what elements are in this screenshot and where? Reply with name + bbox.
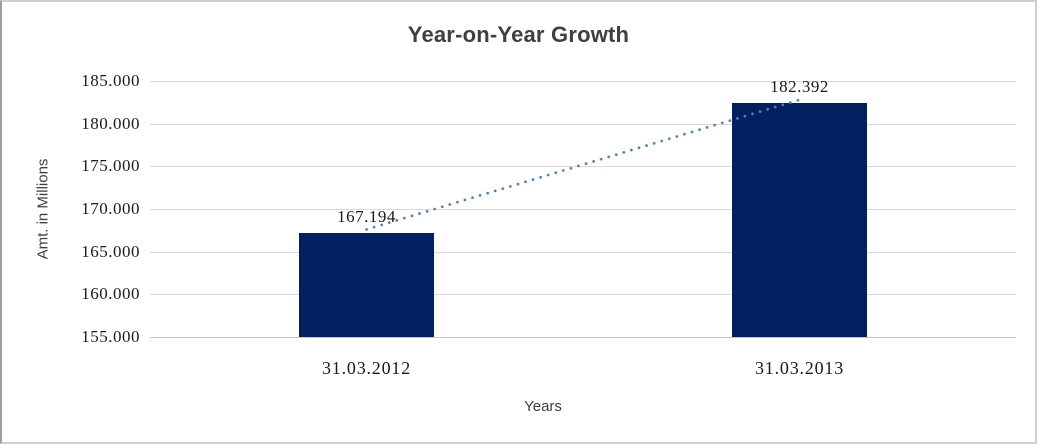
- x-axis-line: [150, 337, 1016, 338]
- plot-area: [150, 81, 1016, 338]
- gridline: [150, 209, 1016, 210]
- y-tick-label: 170.000: [81, 199, 140, 218]
- y-tick-label: 155.000: [81, 327, 140, 346]
- x-category-label: 31.03.2012: [322, 358, 411, 378]
- gridline: [150, 123, 1016, 125]
- x-category-label: 31.03.2013: [755, 358, 844, 378]
- bar-data-label: 182.392: [770, 77, 829, 97]
- y-tick-label: 165.000: [81, 241, 140, 261]
- chart-title: Year-on-Year Growth: [407, 22, 630, 47]
- y-tick-label: 180.000: [81, 113, 140, 133]
- x-axis-title: Years: [524, 398, 562, 415]
- y-tick-label: 160.000: [81, 284, 140, 304]
- bar-31.03.2012: [299, 232, 434, 337]
- y-tick-label: 175.000: [81, 156, 140, 176]
- bar-31.03.2013: [732, 103, 867, 337]
- gridline: [150, 251, 1016, 253]
- bar-data-label: 167.194: [337, 206, 396, 226]
- gridline: [150, 294, 1016, 296]
- trendline: [365, 98, 801, 231]
- y-tick-label: 185.000: [81, 71, 140, 90]
- gridline: [150, 81, 1016, 82]
- gridline: [150, 166, 1016, 168]
